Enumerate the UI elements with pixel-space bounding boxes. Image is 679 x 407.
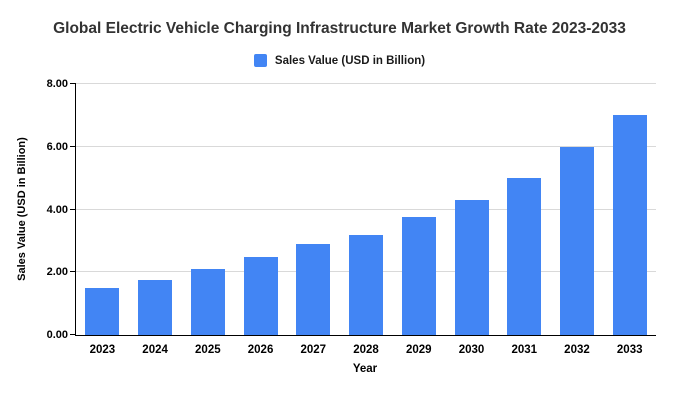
bar xyxy=(243,256,278,335)
x-tick-label: 2029 xyxy=(405,344,432,356)
x-tick-label: 2030 xyxy=(458,344,485,356)
x-tick-label: 2026 xyxy=(247,344,274,356)
y-tick-label: 8.00 xyxy=(46,78,68,90)
bar-slot xyxy=(392,84,445,335)
x-tick-label: 2024 xyxy=(142,344,168,356)
chart-title: Global Electric Vehicle Charging Infrast… xyxy=(53,20,626,37)
bar xyxy=(507,178,542,335)
x-tick-label: 2028 xyxy=(353,344,379,356)
bar-slot xyxy=(181,84,234,335)
x-tick-label: 2025 xyxy=(195,344,221,356)
bar-slot xyxy=(498,84,551,335)
bar xyxy=(190,269,225,335)
y-axis-title: Sales Value (USD in Billion) xyxy=(16,137,28,281)
bar-slot xyxy=(76,84,129,335)
y-tick-label: 4.00 xyxy=(46,203,68,216)
bar-slot xyxy=(551,84,604,335)
x-tick-label: 2033 xyxy=(616,344,643,356)
bar-slot xyxy=(234,84,287,335)
y-axis-tick xyxy=(70,334,76,335)
gridline xyxy=(76,145,656,147)
y-tick-label: 6.00 xyxy=(46,140,68,153)
legend: Sales Value (USD in Billion) xyxy=(0,54,679,67)
legend-label: Sales Value (USD in Billion) xyxy=(274,54,426,67)
bar-slot xyxy=(340,84,393,335)
bar-slot xyxy=(129,84,182,335)
bar-slot xyxy=(603,84,656,335)
bar xyxy=(454,200,489,335)
gridline xyxy=(76,83,656,84)
y-tick-label: 2.00 xyxy=(46,266,68,279)
legend-swatch-icon xyxy=(253,54,267,67)
x-tick-label: 2027 xyxy=(300,344,327,356)
y-axis-tick xyxy=(70,83,76,84)
y-axis-tick xyxy=(70,145,76,147)
bar xyxy=(559,146,594,335)
gridline xyxy=(76,208,656,210)
bar xyxy=(612,115,647,335)
bar-slot xyxy=(287,84,340,335)
x-tick-labels: 2023 2024 2025 2026 2027 2028 2029 2030 2031 2032… xyxy=(76,344,656,356)
y-axis-tick xyxy=(70,271,76,273)
bar xyxy=(349,234,384,335)
bar xyxy=(85,287,120,335)
bars-row xyxy=(76,84,656,335)
y-tick-label: 0.00 xyxy=(46,329,68,341)
bar xyxy=(401,217,436,335)
x-tick-label: 2032 xyxy=(564,344,590,356)
bar xyxy=(296,244,331,335)
x-axis-title: Year xyxy=(352,363,378,375)
y-axis-tick xyxy=(70,208,76,210)
bar xyxy=(138,280,173,335)
x-tick-label: 2023 xyxy=(89,344,116,356)
bar-slot xyxy=(445,84,498,335)
x-tick-label: 2031 xyxy=(511,344,538,356)
plot-area: 2023 2024 2025 2026 2027 2028 2029 2030 2031 2032… xyxy=(47,78,656,356)
